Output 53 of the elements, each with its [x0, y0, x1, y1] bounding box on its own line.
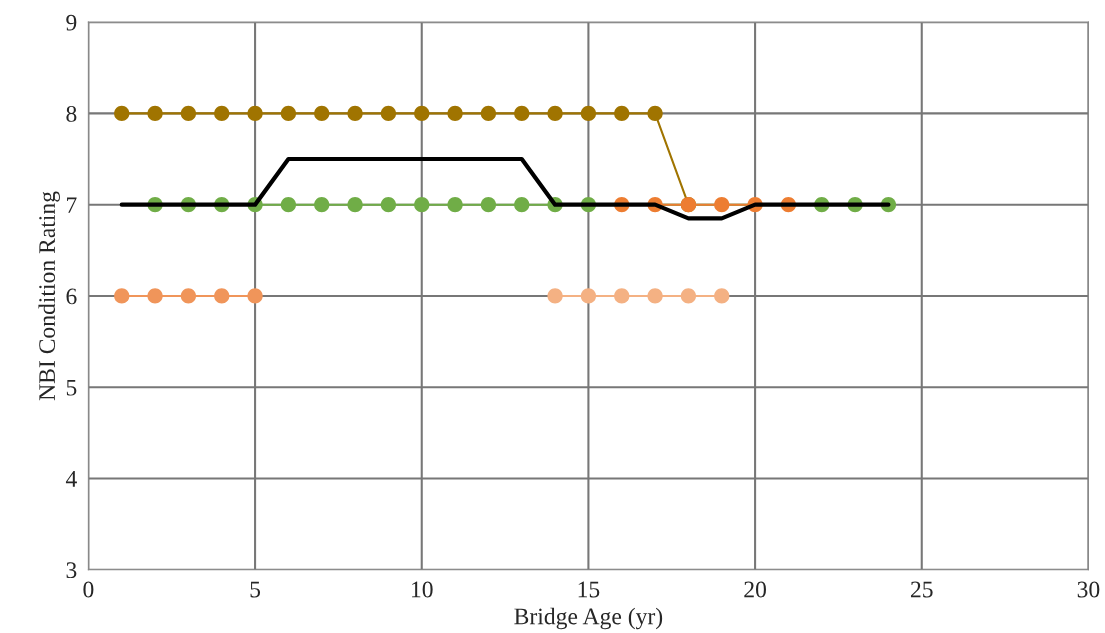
point	[614, 105, 630, 122]
point	[147, 105, 163, 122]
point	[480, 197, 497, 213]
point	[114, 105, 130, 122]
point	[680, 288, 697, 304]
point	[514, 105, 530, 122]
x-tick-label: 25	[910, 581, 933, 598]
point	[347, 105, 363, 122]
point	[214, 105, 230, 122]
point	[647, 105, 663, 122]
x-tick-label: 5	[250, 581, 261, 598]
point	[714, 197, 730, 213]
point	[214, 288, 230, 304]
y-tick-label: 3	[66, 562, 77, 579]
point	[447, 197, 463, 213]
point	[147, 288, 163, 304]
x-tick-label: 15	[578, 581, 600, 598]
point	[314, 105, 330, 122]
x-tick-label: 0	[83, 581, 94, 598]
point	[547, 105, 563, 122]
point	[247, 105, 263, 122]
point	[580, 105, 597, 122]
point	[380, 197, 397, 213]
point	[314, 197, 330, 213]
y-tick-label: 9	[66, 14, 77, 31]
point	[180, 105, 197, 122]
point	[514, 197, 530, 213]
y-tick-label: 6	[66, 288, 77, 305]
x-tick-label: 20	[744, 581, 766, 598]
y-tick-label: 5	[66, 379, 77, 396]
point	[280, 105, 297, 122]
x-axis-title: Bridge Age (yr)	[514, 607, 663, 630]
point	[547, 288, 563, 304]
point	[480, 105, 497, 122]
y-axis-title: NBI Condition Rating	[38, 191, 60, 401]
y-tick-label: 4	[65, 471, 77, 487]
y-tick-label: 8	[66, 105, 77, 122]
point	[247, 288, 263, 304]
point	[647, 288, 663, 304]
point	[580, 288, 597, 304]
x-tick-label: 10	[412, 581, 433, 598]
point	[614, 288, 630, 304]
y-tick-label: 7	[67, 197, 77, 213]
point	[714, 288, 730, 304]
point	[447, 105, 463, 122]
point	[280, 197, 297, 213]
point	[180, 288, 197, 304]
point	[414, 197, 430, 213]
x-tick-label: 30	[1077, 581, 1100, 598]
point	[347, 197, 363, 213]
point	[114, 288, 130, 304]
point	[380, 105, 397, 122]
point	[414, 105, 430, 122]
